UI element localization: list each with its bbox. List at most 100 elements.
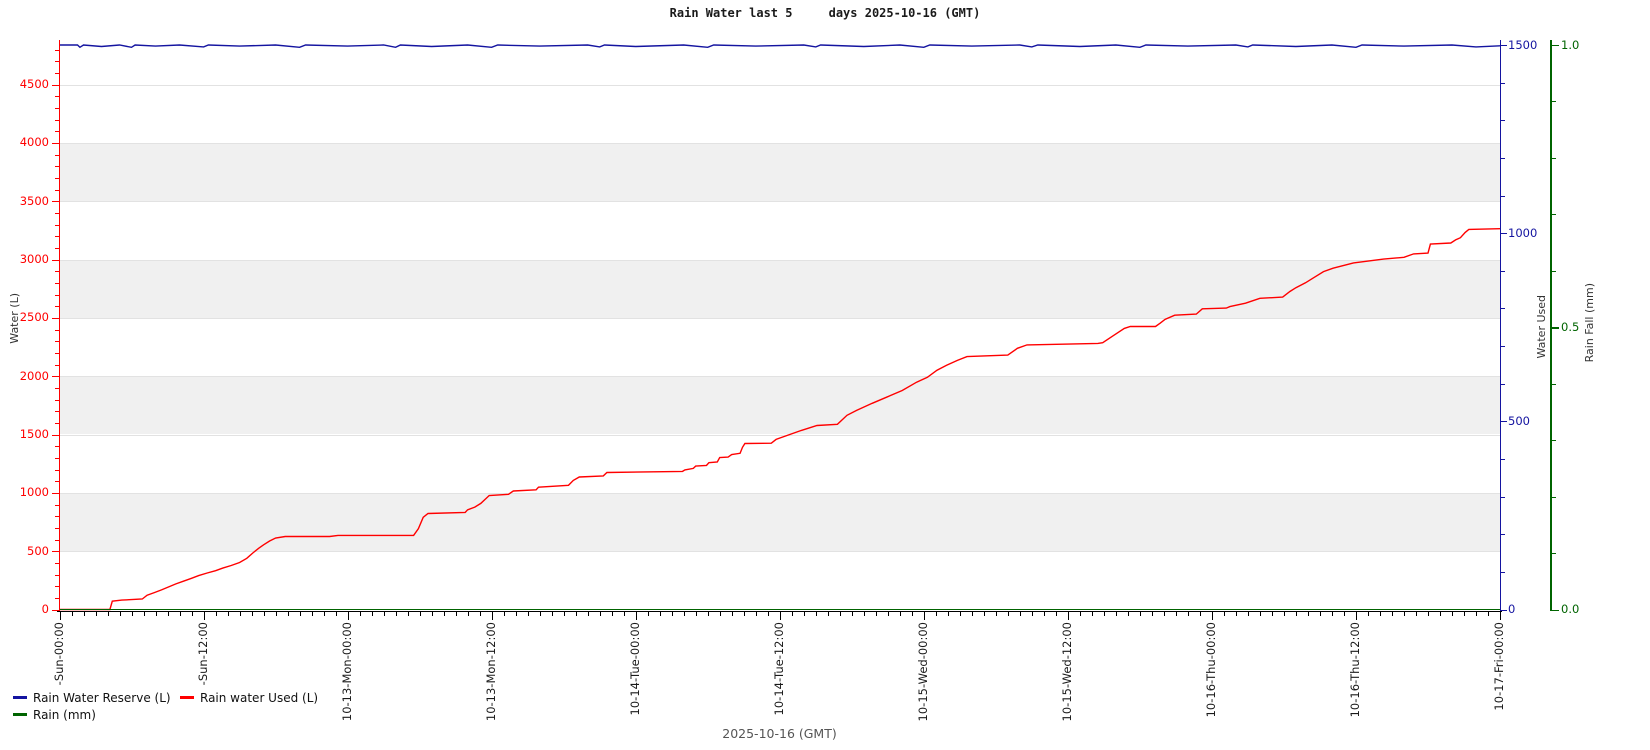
water-used-axis-title: Water Used (1535, 295, 1548, 359)
rain-axis-spine (1550, 40, 1552, 611)
rain-legend-label: Rain (mm) (33, 707, 96, 722)
used-axis-minor-tick (1501, 571, 1505, 573)
x-axis-minor-tick (599, 612, 601, 616)
left-axis-tick (51, 259, 59, 261)
x-axis-minor-tick (1259, 612, 1261, 616)
left-axis-minor-tick (54, 306, 59, 308)
x-axis-minor-tick (1452, 612, 1453, 616)
x-axis-minor-tick (1079, 612, 1081, 616)
left-axis-minor-tick (54, 504, 59, 506)
left-axis-tick-label: 0 (41, 602, 49, 616)
reserve-legend-label: Rain Water Reserve (L) (33, 690, 171, 705)
x-axis-minor-tick (1043, 612, 1045, 616)
left-axis-minor-tick (54, 457, 59, 459)
rain-axis-minor-tick (1552, 214, 1556, 216)
left-axis-minor-tick (54, 329, 59, 331)
used-axis-minor-tick (1501, 195, 1505, 197)
gridline (59, 84, 1500, 86)
gridline (59, 551, 1500, 553)
x-axis-minor-tick (1331, 612, 1333, 616)
x-axis-minor-tick (755, 612, 757, 616)
x-axis-minor-tick (959, 612, 961, 616)
x-axis-minor-tick (1416, 612, 1417, 616)
rain-axis-minor-tick (1552, 553, 1556, 554)
x-axis-minor-tick (1055, 612, 1057, 616)
x-axis-tick (1356, 612, 1357, 620)
x-axis-tick-label: 10-17-Fri-00:00 (1492, 622, 1506, 711)
x-axis-minor-tick (587, 612, 589, 616)
left-axis-minor-tick (54, 119, 59, 121)
x-axis-minor-tick (647, 612, 649, 616)
x-axis-minor-tick (407, 612, 409, 616)
x-axis-minor-tick (539, 612, 541, 616)
x-axis-minor-tick (1307, 612, 1309, 616)
used-axis-tick-label: 1500 (1508, 37, 1538, 52)
x-axis-minor-tick (1187, 612, 1189, 616)
x-axis-tick-label: 10-14-Tue-12:00 (771, 622, 786, 716)
x-axis-minor-tick (1103, 612, 1105, 616)
x-axis-tick (491, 612, 493, 620)
x-axis-minor-tick (299, 612, 301, 616)
x-axis-minor-tick (1404, 612, 1405, 616)
x-axis-minor-tick (275, 612, 277, 616)
x-axis-minor-tick (443, 612, 445, 616)
x-axis-minor-tick (1163, 612, 1165, 616)
x-axis-tick (1500, 612, 1501, 620)
x-axis-minor-tick (695, 612, 697, 616)
gridline (59, 142, 1500, 144)
x-axis-tick-label: 10-16-Thu-12:00 (1348, 622, 1362, 718)
left-axis-minor-tick (54, 411, 59, 413)
used-axis-tick (1501, 233, 1507, 235)
left-axis-tick (51, 376, 59, 378)
x-axis-minor-tick (1139, 612, 1141, 616)
x-axis-minor-tick (419, 612, 421, 616)
used-axis-spine (1499, 40, 1501, 611)
x-axis-minor-tick (1343, 612, 1345, 616)
left-axis-tick-label: 3000 (19, 252, 49, 266)
used-axis-tick-label: 1000 (1508, 225, 1538, 240)
x-axis-minor-tick (515, 612, 517, 616)
left-axis-minor-tick (54, 562, 59, 564)
x-axis-minor-tick (1295, 612, 1297, 616)
left-axis-minor-tick (54, 282, 59, 284)
x-axis-line (57, 610, 1502, 612)
x-axis-minor-tick (1115, 612, 1117, 616)
x-axis-minor-tick (827, 612, 829, 616)
x-axis-minor-tick (1368, 612, 1369, 616)
x-axis-minor-tick (707, 612, 709, 616)
x-axis-minor-tick (731, 612, 733, 616)
rain-axis-tick-label: 0.0 (1561, 602, 1580, 616)
left-axis-minor-tick (54, 586, 59, 588)
x-axis-minor-tick (1488, 612, 1489, 616)
left-axis-minor-tick (54, 212, 59, 214)
x-axis-minor-tick (611, 612, 613, 616)
x-axis-tick-label: 10-16-Thu-00:00 (1203, 622, 1218, 718)
x-axis-minor-tick (371, 612, 373, 616)
gridline (59, 376, 1500, 378)
left-axis-minor-tick (54, 469, 59, 471)
used-axis-minor-tick (1501, 534, 1505, 536)
x-axis-minor-tick (947, 612, 949, 616)
gridline (59, 434, 1500, 436)
rain-axis-tick (1552, 327, 1559, 329)
x-axis-minor-tick (575, 612, 577, 616)
used-axis-tick (1501, 45, 1507, 47)
left-axis-minor-tick (54, 189, 59, 191)
used-axis-tick-label: 0 (1508, 602, 1516, 616)
gridline (59, 201, 1500, 203)
x-axis-minor-tick (527, 612, 529, 616)
left-axis-minor-tick (54, 131, 59, 133)
used-legend-label: Rain water Used (L) (200, 690, 319, 705)
x-axis-minor-tick (155, 612, 157, 616)
left-axis-tick-label: 3500 (19, 193, 49, 208)
left-axis-minor-tick (54, 96, 59, 98)
x-axis-minor-tick (863, 612, 865, 616)
x-axis-minor-tick (971, 612, 973, 616)
x-axis-tick-label: -Sun-00:00 (51, 622, 66, 686)
left-axis-minor-tick (54, 399, 59, 401)
x-axis-tick-label: 10-14-Tue-00:00 (627, 622, 642, 716)
gridline (59, 259, 1500, 261)
left-axis-tick (51, 142, 59, 145)
left-axis-minor-tick (54, 516, 59, 518)
used-axis-minor-tick (1501, 383, 1505, 385)
